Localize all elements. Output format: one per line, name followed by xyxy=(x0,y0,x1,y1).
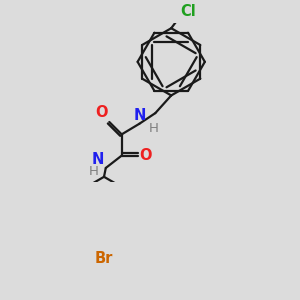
Text: H: H xyxy=(88,165,98,178)
Text: N: N xyxy=(133,108,145,123)
Text: N: N xyxy=(92,152,104,167)
Text: Br: Br xyxy=(95,251,113,266)
Text: H: H xyxy=(149,122,159,135)
Text: Cl: Cl xyxy=(180,4,196,20)
Text: O: O xyxy=(95,105,107,120)
Text: O: O xyxy=(140,148,152,163)
